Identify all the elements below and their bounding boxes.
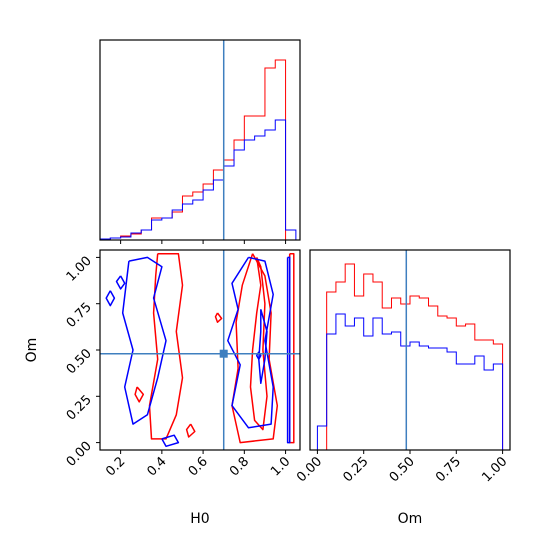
joint-y-tick-label: 0.50 bbox=[64, 346, 95, 377]
om-x-tick-label: 0.50 bbox=[387, 454, 418, 485]
contour-blue-1 bbox=[227, 256, 274, 429]
om-histogram bbox=[316, 263, 504, 451]
contour-red-5 bbox=[185, 423, 196, 438]
om-x-tick-label: 0.00 bbox=[294, 454, 325, 485]
om-x-tick-label: 0.75 bbox=[433, 454, 464, 485]
h0-hist-series-blue bbox=[99, 119, 297, 240]
h0-histogram bbox=[99, 59, 297, 241]
contour-blue-4 bbox=[115, 275, 126, 290]
contour-red-0 bbox=[148, 252, 184, 440]
om-hist-series-red bbox=[317, 263, 504, 451]
contour-red-4 bbox=[134, 386, 145, 403]
contour-blue-2 bbox=[258, 309, 268, 385]
joint-panel: 0.2 0.4 0.6 0.8 1.0 0.000.250.500.751.00 H0 … bbox=[24, 249, 301, 527]
h0-marginal-frame bbox=[99, 39, 301, 241]
joint-x-tick-label: 0.2 bbox=[103, 454, 128, 479]
contour-red-6 bbox=[214, 312, 223, 323]
joint-x-tick-label: 0.6 bbox=[186, 454, 211, 479]
joint-y-tick-label: 1.00 bbox=[64, 254, 95, 285]
contour-red-2 bbox=[249, 257, 268, 431]
joint-x-tick-label: 0.8 bbox=[227, 454, 252, 479]
om-x-tick-label: 0.25 bbox=[340, 454, 371, 485]
om-marginal-frame bbox=[309, 249, 511, 451]
om-x-tick-label: 1.00 bbox=[479, 454, 510, 485]
h0-marginal-ticks bbox=[120, 240, 287, 244]
joint-contours bbox=[105, 252, 295, 448]
joint-truth-marker bbox=[219, 349, 228, 358]
h0-hist-series-red bbox=[99, 59, 296, 241]
joint-y-tick-label: 0.75 bbox=[64, 300, 95, 331]
joint-y-ticks: 0.00 0.25 0.50 0.75 1.00 bbox=[64, 254, 100, 470]
h0-axis-label: H0 bbox=[190, 511, 209, 527]
om-axis-label: Om bbox=[24, 338, 40, 363]
contour-blue-7 bbox=[286, 256, 291, 444]
joint-x-tick-label: 0.4 bbox=[144, 454, 169, 479]
contour-red-1 bbox=[231, 253, 279, 444]
contour-blue-3 bbox=[105, 290, 116, 307]
joint-x-tick-label: 1.0 bbox=[268, 454, 293, 479]
joint-y-tick-label: 0.25 bbox=[64, 393, 95, 424]
joint-x-ticks: 0.2 0.4 0.6 0.8 1.0 bbox=[103, 450, 293, 479]
contour-blue-5 bbox=[161, 434, 180, 448]
om-hist-series-blue bbox=[316, 313, 504, 450]
om-marginal-panel: 0.00 0.25 0.50 0.75 1.00 Om bbox=[294, 249, 511, 527]
om-x-ticks: 0.00 0.25 0.50 0.75 1.00 bbox=[294, 450, 510, 485]
om-marginal-axis-label: Om bbox=[398, 511, 423, 527]
joint-y-tick-label: 0.00 bbox=[64, 439, 95, 470]
contour-blue-0 bbox=[121, 256, 167, 425]
h0-marginal-panel bbox=[99, 39, 301, 244]
